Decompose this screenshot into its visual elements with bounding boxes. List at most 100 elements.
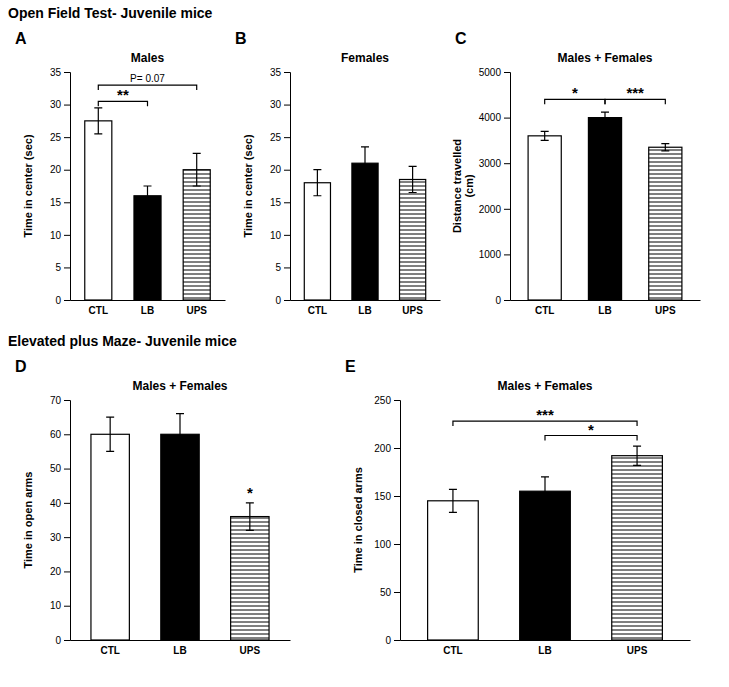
y-tick: 0	[55, 635, 70, 646]
panel-label: B	[235, 30, 247, 47]
y-tick-label: 0	[55, 635, 61, 646]
y-tick-label: 40	[50, 498, 62, 509]
y-tick-mark	[504, 300, 510, 301]
y-axis-title: Distance travelled(cm)	[451, 139, 475, 233]
y-axis: 05101520253035	[50, 67, 71, 306]
y-tick-mark	[64, 400, 70, 401]
error-bar	[176, 414, 184, 455]
y-tick: 5000	[479, 67, 510, 78]
y-tick-mark	[394, 640, 400, 641]
y-tick-mark	[394, 592, 400, 593]
y-tick-mark	[284, 267, 290, 268]
x-tick: LB	[173, 645, 186, 656]
plot-area	[85, 108, 210, 300]
y-tick: 250	[374, 395, 400, 406]
x-axis: CTLLBUPS	[401, 641, 691, 657]
significance-bracket	[98, 85, 196, 90]
x-axis-line	[291, 300, 441, 301]
y-axis-title: Time in closed arms	[352, 467, 364, 573]
y-tick: 30	[50, 99, 70, 110]
x-tick: UPS	[240, 645, 261, 656]
y-tick: 15	[50, 197, 70, 208]
x-tick-label: CTL	[100, 645, 119, 656]
y-tick: 10	[50, 230, 70, 241]
significance-label: *	[572, 84, 578, 101]
bar	[231, 517, 269, 640]
y-tick-label: 0	[495, 295, 501, 306]
x-tick-label: UPS	[240, 645, 261, 656]
y-tick-mark	[504, 254, 510, 255]
y-tick-label: 35	[50, 67, 62, 78]
y-tick-mark	[64, 469, 70, 470]
x-axis-line	[511, 300, 701, 301]
y-tick-label: 15	[270, 197, 282, 208]
y-tick: 50	[50, 463, 70, 474]
x-tick-label: CTL	[443, 645, 462, 656]
y-tick-mark	[64, 202, 70, 203]
bar	[612, 456, 663, 640]
y-tick-mark	[284, 300, 290, 301]
bar	[91, 434, 129, 640]
y-tick-label: 250	[374, 395, 391, 406]
bar	[649, 147, 682, 300]
x-tick-label: CTL	[308, 305, 327, 316]
bar	[588, 118, 621, 300]
y-tick-label: 5	[55, 262, 61, 273]
error-bar	[361, 147, 369, 180]
plot-area	[428, 446, 663, 640]
y-tick-mark	[64, 503, 70, 504]
y-axis-line	[64, 73, 71, 301]
y-tick-label: 10	[270, 230, 282, 241]
y-tick-label: 50	[50, 463, 62, 474]
x-tick: CTL	[443, 645, 462, 656]
bar	[428, 501, 479, 640]
significance-label: *	[588, 421, 594, 438]
y-tick: 150	[374, 491, 400, 502]
y-tick: 0	[495, 295, 510, 306]
y-tick-mark	[64, 105, 70, 106]
y-tick-label: 3000	[479, 158, 502, 169]
error-bar	[601, 112, 609, 123]
x-axis: CTLLBUPS	[71, 301, 226, 317]
x-tick-label: LB	[598, 305, 611, 316]
y-tick-label: 0	[385, 635, 391, 646]
y-axis: 050100150200250	[374, 395, 400, 646]
y-tick: 10	[270, 230, 290, 241]
x-tick: CTL	[100, 645, 119, 656]
x-tick: CTL	[535, 305, 554, 316]
x-tick: UPS	[186, 305, 207, 316]
annotations: *	[247, 484, 253, 501]
y-tick-mark	[64, 434, 70, 435]
y-tick-label: 5000	[479, 67, 502, 78]
significance-label: *	[247, 484, 253, 501]
y-tick-label: 5	[275, 262, 281, 273]
y-tick-label: 10	[50, 230, 62, 241]
y-tick: 30	[270, 99, 290, 110]
panel: 05101520253035CTLLBUPS**P= 0.07Time in c…	[15, 30, 226, 316]
y-tick-label: 30	[50, 532, 62, 543]
plot-area	[528, 112, 682, 300]
y-tick-mark	[284, 137, 290, 138]
y-tick-mark	[284, 170, 290, 171]
panel-label: C	[455, 30, 467, 47]
error-bar	[193, 153, 201, 186]
y-tick-label: 1000	[479, 249, 502, 260]
y-tick-label: 4000	[479, 112, 502, 123]
y-tick-mark	[64, 137, 70, 138]
y-tick: 20	[50, 566, 70, 577]
y-tick: 35	[50, 67, 70, 78]
y-tick-label: 50	[380, 587, 392, 598]
y-axis: 010002000300040005000	[479, 67, 511, 306]
x-tick: UPS	[655, 305, 676, 316]
y-axis-line	[504, 73, 511, 301]
y-tick: 15	[270, 197, 290, 208]
panel: 050100150200250CTLLBUPS****Time in close…	[345, 358, 691, 656]
bar	[400, 179, 426, 300]
y-tick-mark	[64, 571, 70, 572]
title: Elevated plus Maze- Juvenile mice	[8, 333, 237, 349]
y-tick-mark	[504, 72, 510, 73]
figure: 05101520253035CTLLBUPS**P= 0.07Time in c…	[0, 0, 729, 687]
x-tick-label: LB	[538, 645, 551, 656]
y-axis-line	[284, 73, 291, 301]
y-tick-mark	[64, 300, 70, 301]
